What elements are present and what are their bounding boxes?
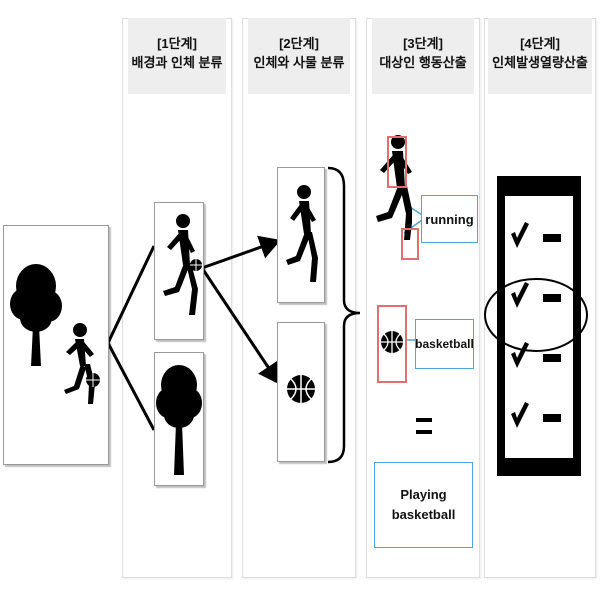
stage-2-header: [2단계] 인체와 사물 분류 [248,18,350,94]
stage-1-tree-box [154,352,204,486]
stage-1-title: 배경과 인체 분류 [128,53,226,72]
stage-4-header: [4단계] 인체발생열량산출 [488,18,592,94]
stage-1-header: [1단계] 배경과 인체 분류 [128,18,226,94]
tree-icon [156,365,202,475]
runner-icon [64,323,95,404]
stage-2-step: [2단계] [248,34,350,53]
basketball-icon [86,373,100,387]
runner-icon [286,185,318,282]
selected-item-ellipse [482,275,592,355]
equals-bottom [416,430,432,434]
dash-3 [543,354,561,362]
running-label: running [421,195,478,243]
stage-4-step: [4단계] [488,34,592,53]
stage-2-title: 인체와 사물 분류 [248,53,350,72]
stage-3-step: [3단계] [372,34,474,53]
basketball-icon [190,259,202,271]
input-image-box [3,225,109,465]
equals-top [416,418,432,422]
dash-4 [543,414,561,422]
basketball-label: basketball [415,319,474,369]
ball-highlight [377,305,407,383]
dash-1 [543,234,561,242]
stage-1-human-box [154,202,204,340]
stage-3-title: 대상인 행동산출 [372,53,474,72]
basketball-icon [287,375,315,403]
stage-1-step: [1단계] [128,34,226,53]
result-label: Playing basketball [374,462,473,548]
stage-2-human-box [277,167,325,303]
joint-highlight-upper [387,136,407,188]
joint-highlight-lower [401,228,419,260]
tree-icon [10,264,62,366]
stage-2-ball-box [277,322,325,462]
stage-4-title: 인체발생열량산출 [488,53,592,72]
stage-3-header: [3단계] 대상인 행동산출 [372,18,474,94]
